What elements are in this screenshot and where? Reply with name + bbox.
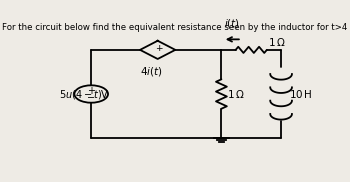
Text: +: +: [87, 86, 95, 96]
Text: +: +: [155, 44, 163, 53]
Text: −: −: [87, 93, 95, 103]
Text: For the circuit below find the equivalent resistance seen by the inductor for t>: For the circuit below find the equivalen…: [2, 23, 350, 32]
Text: $1\,\Omega$: $1\,\Omega$: [227, 88, 245, 100]
Text: $4i(t)$: $4i(t)$: [140, 65, 162, 78]
Text: $5u(4-t)\mathrm{V}$: $5u(4-t)\mathrm{V}$: [59, 88, 109, 100]
Text: $1\,\Omega$: $1\,\Omega$: [267, 36, 285, 48]
Text: $10\,\mathrm{H}$: $10\,\mathrm{H}$: [289, 88, 313, 100]
Text: $i(t)$: $i(t)$: [224, 17, 240, 29]
